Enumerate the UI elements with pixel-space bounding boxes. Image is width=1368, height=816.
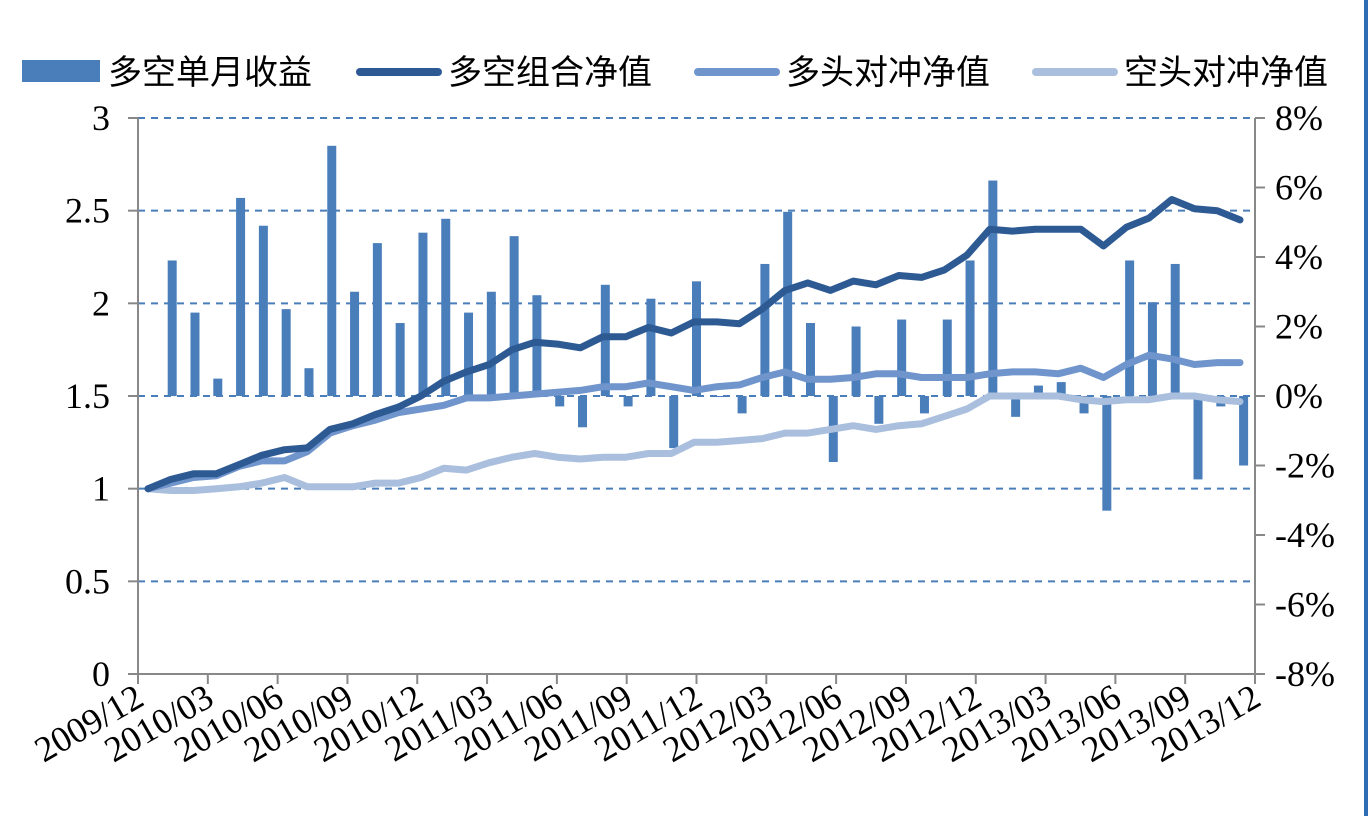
bar: [236, 197, 246, 396]
bar: [646, 298, 656, 396]
y-left-tick-label: 1.5: [65, 376, 110, 416]
bar: [874, 396, 884, 424]
bar: [988, 180, 998, 396]
legend: 多空单月收益 多空组合净值 多头对冲净值 空头对冲净值: [22, 53, 1328, 93]
bar: [441, 218, 451, 396]
bar: [1239, 396, 1249, 466]
bar: [1079, 396, 1089, 414]
bar: [600, 284, 610, 396]
bar: [464, 312, 474, 396]
bar: [167, 260, 177, 396]
y-left-tick-label: 2.5: [65, 191, 110, 231]
bar: [578, 396, 588, 428]
y-right-tick-label: 0%: [1275, 376, 1323, 416]
legend-label: 空头对冲净值: [1124, 53, 1328, 93]
legend-swatch-bar: [22, 60, 100, 82]
y-right-tick-label: -4%: [1275, 515, 1335, 555]
bar: [190, 312, 200, 396]
y-right-tick-label: -8%: [1275, 654, 1335, 694]
bar: [1011, 396, 1021, 417]
y-right-tick-label: 2%: [1275, 307, 1323, 347]
bar: [1102, 396, 1112, 511]
legend-label: 多头对冲净值: [786, 53, 990, 93]
bar: [1056, 382, 1066, 396]
y-left-tick-label: 2: [92, 283, 110, 323]
legend-label: 多空组合净值: [448, 53, 652, 93]
legend-label: 多空单月收益: [108, 53, 312, 93]
bar: [805, 323, 815, 396]
bar: [714, 396, 724, 397]
bar: [669, 396, 679, 449]
y-right-tick-label: -2%: [1275, 446, 1335, 486]
bar: [623, 396, 633, 407]
y-right-tick-label: 4%: [1275, 237, 1323, 277]
bar: [1147, 302, 1157, 396]
bar-series: [167, 145, 1249, 511]
frame-right-edge: [1364, 0, 1368, 816]
bar: [942, 319, 952, 396]
y-left-tick-label: 1: [92, 469, 110, 509]
y-left-tick-label: 0: [92, 654, 110, 694]
bar: [509, 236, 519, 396]
bar: [1170, 263, 1180, 396]
y-left-tick-label: 0.5: [65, 561, 110, 601]
y-right-tick-label: 8%: [1275, 98, 1323, 138]
bar: [555, 396, 565, 407]
y-left-tick-label: 3: [92, 98, 110, 138]
line-series: [144, 196, 1244, 494]
bar: [965, 260, 975, 396]
bar: [304, 368, 314, 396]
bar: [213, 378, 223, 396]
bar: [760, 263, 770, 396]
y-right-tick-label: 6%: [1275, 168, 1323, 208]
bar: [919, 396, 929, 414]
series-line: [144, 196, 1244, 493]
bar: [350, 291, 360, 396]
y-right-tick-label: -6%: [1275, 585, 1335, 625]
series-line: [144, 392, 1244, 494]
bar: [418, 232, 428, 396]
bar: [1125, 260, 1135, 396]
bar: [258, 225, 268, 396]
bar: [486, 291, 496, 396]
bar: [1033, 385, 1043, 396]
bar: [281, 309, 291, 396]
bar: [897, 319, 907, 396]
bar: [327, 145, 337, 396]
bar: [851, 326, 861, 396]
bar: [692, 281, 701, 396]
bar: [372, 243, 382, 396]
bar: [395, 323, 405, 396]
bar: [737, 396, 747, 414]
bar: [783, 211, 793, 396]
axes: 00.511.522.53-8%-6%-4%-2%0%2%4%6%8%2009/…: [28, 98, 1335, 770]
bar: [1193, 396, 1203, 480]
